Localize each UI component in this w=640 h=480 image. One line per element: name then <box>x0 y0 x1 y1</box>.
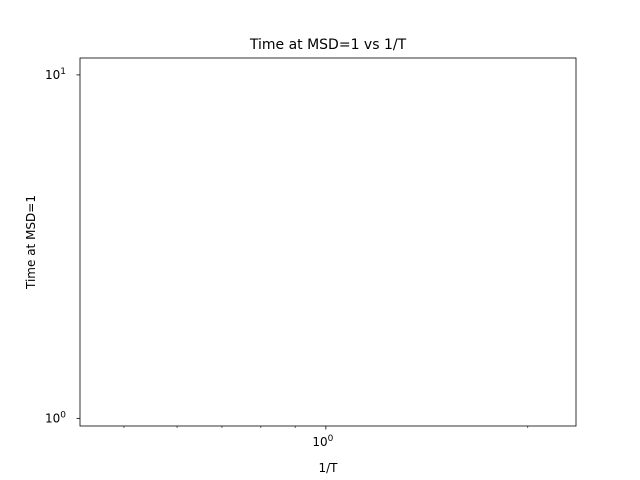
y-axis-ticks: 100 101 <box>45 67 80 425</box>
plot-area <box>79 57 577 427</box>
x-axis-ticks: 100 <box>123 426 529 449</box>
y-tick-label-0: 100 <box>45 410 66 425</box>
y-axis-label: Time at MSD=1 <box>24 195 38 290</box>
chart-title: Time at MSD=1 vs 1/T <box>249 37 407 53</box>
x-tick-label-0: 100 <box>312 434 333 449</box>
plot-frame <box>79 57 577 427</box>
y-tick-label-1: 101 <box>45 67 66 82</box>
x-axis-label: 1/T <box>318 461 338 475</box>
